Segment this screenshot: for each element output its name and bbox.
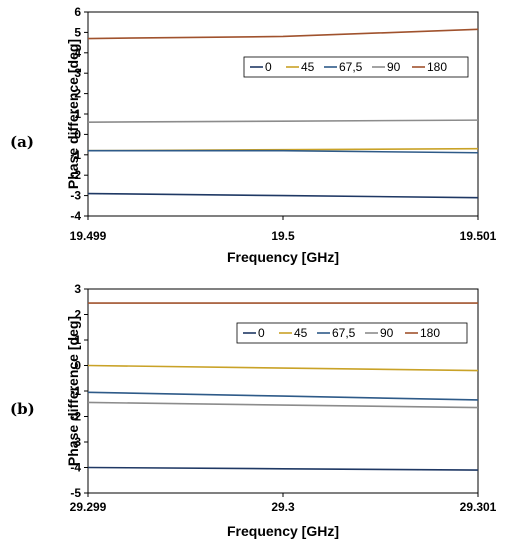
x-tick-label: 29.301 (460, 500, 497, 514)
y-tick-label: 4 (74, 46, 81, 60)
legend-box (243, 56, 469, 78)
y-tick-label: -4 (70, 209, 81, 223)
x-axis-title: Frequency [GHz] (227, 249, 339, 265)
y-axis-title: Phase difference [deg] (65, 39, 81, 189)
series-line-180 (87, 28, 479, 40)
panel-label: (b) (10, 400, 35, 418)
legend-entry-label: 67,5 (339, 60, 363, 74)
series-line-90 (87, 119, 479, 123)
panel-label: (a) (10, 133, 34, 151)
plot-area-frame (87, 288, 479, 494)
x-tick-label: 29.3 (271, 500, 295, 514)
series-line-90 (87, 401, 479, 409)
y-tick-label: 1 (74, 107, 81, 121)
legend-entry-label: 67,5 (332, 326, 356, 340)
y-tick-label: 1 (74, 333, 81, 347)
legend-entry-label: 90 (380, 326, 394, 340)
legend-entry-label: 180 (427, 60, 447, 74)
y-tick-label: 0 (74, 359, 81, 373)
legend-entry-label: 180 (420, 326, 440, 340)
y-tick-label: -1 (70, 148, 81, 162)
y-tick-label: -2 (70, 168, 81, 182)
legend-entry-label: 90 (387, 60, 401, 74)
legend-box (236, 322, 468, 344)
legend: 0 45 67,5 90 180 (236, 322, 468, 344)
y-tick-label: -5 (70, 486, 81, 500)
series-line-0 (87, 466, 479, 471)
legend-entry-label: 45 (301, 60, 315, 74)
x-tick-label: 19.501 (460, 229, 497, 243)
y-tick-label: -3 (70, 189, 81, 203)
y-tick-label: 3 (74, 282, 81, 296)
x-tick-label: 19.5 (271, 229, 295, 243)
plot-area-frame (87, 11, 479, 217)
y-tick-label: -2 (70, 410, 81, 424)
x-tick-label: 29.299 (70, 500, 107, 514)
y-tick-label: 0 (74, 127, 81, 141)
y-tick-label: -1 (70, 384, 81, 398)
series-line-0 (87, 192, 479, 199)
series-line-67-5 (88, 149, 479, 154)
y-tick-label: 3 (74, 66, 81, 80)
x-axis-title: Frequency [GHz] (227, 523, 339, 539)
legend-entry-label: 45 (294, 326, 308, 340)
y-tick-label: 2 (74, 87, 81, 101)
x-tick-label: 19.499 (70, 229, 107, 243)
series-line-67-5 (87, 391, 479, 401)
series-line-45 (87, 364, 479, 372)
y-tick-label: 2 (74, 308, 81, 322)
y-tick-label: 6 (74, 5, 81, 19)
chart-panel-a: 6 5 4 3 2 1 0 -1 -2 -3 -4 19.499 19.5 19.501 Frequency… (10, 5, 497, 265)
y-axis-title: Phase difference [deg] (65, 316, 81, 466)
y-tick-label: -4 (70, 461, 81, 475)
y-tick-label: -3 (70, 435, 81, 449)
legend-entry-label: 0 (258, 326, 265, 340)
chart-panel-b: 3 2 1 0 -1 -2 -3 -4 -529.299 29.3 29.301 Frequency … (10, 282, 497, 539)
legend: 0 45 67,5 90 180 (243, 56, 469, 78)
legend-entry-label: 0 (265, 60, 272, 74)
y-tick-label: 5 (74, 25, 81, 39)
